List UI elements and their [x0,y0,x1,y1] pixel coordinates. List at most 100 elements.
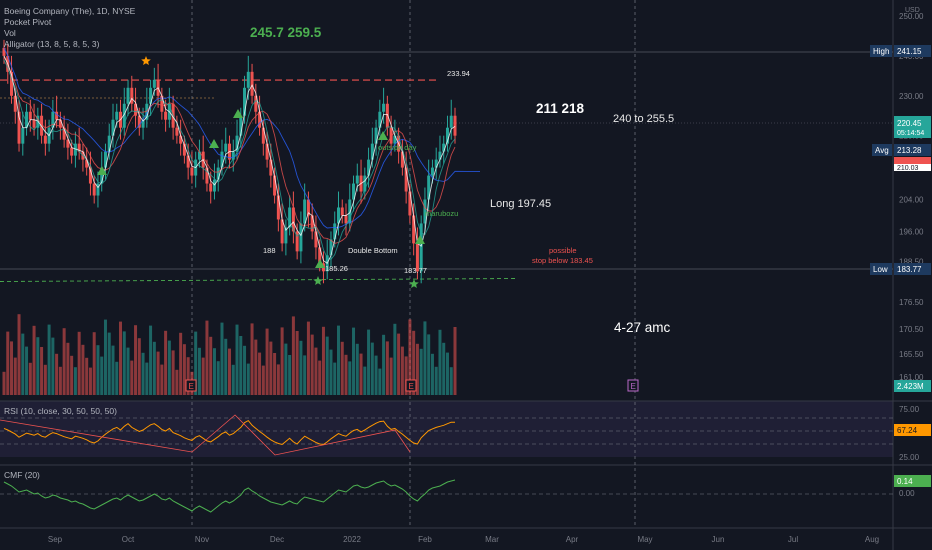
low-label-185: 185.26 [325,264,348,273]
candle-body [134,103,138,116]
volume-bar [246,363,250,395]
volume-bar [209,336,213,395]
candle-body [445,127,449,144]
candle-body [389,127,393,144]
alt-value: 210.03 [897,165,919,172]
candle-body [329,239,333,256]
candle-body [96,183,100,196]
volume-bar [363,366,367,395]
volume-bar [119,321,123,395]
volume-bar [160,364,164,395]
candle-body [164,111,168,120]
candle-body [400,151,404,168]
candle-body [224,143,228,152]
cmf-tick-label: 0.00 [899,489,915,498]
candle-body [141,119,145,128]
pocket-pivot-triangle [233,109,243,118]
volume-bar [231,364,235,395]
volume-value-badge-bg [894,380,931,392]
candle-body [412,215,416,244]
volume-bar [243,345,247,395]
volume-bar [43,364,47,395]
candle-body [209,183,213,192]
candle-body [182,143,186,156]
volume-bar [175,369,179,395]
price-tick-label: 250.00 [899,12,924,21]
candle-body [254,95,258,112]
time-axis-label: Sep [48,535,63,544]
volume-bar [21,333,25,395]
time-axis-label: Apr [566,535,579,544]
candle-body [295,231,299,252]
volume-bar [295,331,299,395]
candle-body [430,167,434,176]
candle-body [348,199,352,224]
candle-body [126,87,130,104]
volume-bar [107,332,111,395]
candle-body [111,119,115,136]
candle-body [273,175,277,196]
candle-body [10,71,14,96]
volume-bar [156,351,160,395]
price-tick-label: 188.50 [899,257,924,266]
volume-bar [288,355,292,395]
time-axis-label: Nov [195,535,209,544]
volume-bar [352,327,356,395]
candle-body [175,127,179,136]
alligator-line [3,55,456,244]
candle-body [197,151,201,160]
cmf-title: CMF (20) [4,470,40,480]
candle-body [306,199,310,216]
candle-body [438,151,442,160]
volume-bar [348,361,352,395]
pocket-pivot-triangle [97,166,107,175]
candle-body [115,111,119,120]
volume-bar [314,347,318,395]
high-label: High [873,47,889,56]
candle-body [336,207,340,224]
volume-bar [408,319,412,395]
candle-body [374,127,378,144]
earnings-date-annotation: 4-27 amc [614,320,671,335]
volume-bar [291,316,295,395]
volume-bar [115,361,119,395]
pocket-pivot-triangle [378,131,388,140]
volume-bar [47,324,51,395]
volume-bar [171,350,175,395]
volume-bar [164,330,168,395]
time-axis-label: Oct [122,535,135,544]
candle-body [442,143,446,152]
volume-bar [130,360,134,395]
candle-body [220,151,224,168]
volume-bar [179,332,183,395]
candle-body [419,223,423,272]
candle-body [55,111,59,120]
volume-bar [81,344,85,395]
volume-bar [55,353,59,395]
volume-bar [355,343,359,395]
candle-body [179,135,183,144]
price-tick-label: 161.00 [899,373,924,382]
avg-label-bg [872,144,892,156]
rsi-tick-label: 75.00 [899,405,920,414]
volume-bar [17,314,21,395]
volume-bar [239,336,243,395]
earnings-marker [185,379,197,392]
rsi-divergence-line [0,414,411,456]
volume-bar [453,327,457,395]
white-targets-annotation: 211 218 [536,101,585,116]
volume-bar [111,345,115,395]
price-tick-label: 165.50 [899,350,924,359]
volume-bar [344,354,348,395]
volume-bar [325,336,329,395]
candle-body [382,103,386,112]
volume-bar [412,330,416,395]
earnings-marker-label: E [631,382,636,391]
volume-bar [276,364,280,395]
volume-bar [224,338,228,395]
candle-body [434,159,438,168]
volume-bar [134,325,138,395]
earnings-marker-label: E [409,382,414,391]
volume-bar [258,352,262,395]
